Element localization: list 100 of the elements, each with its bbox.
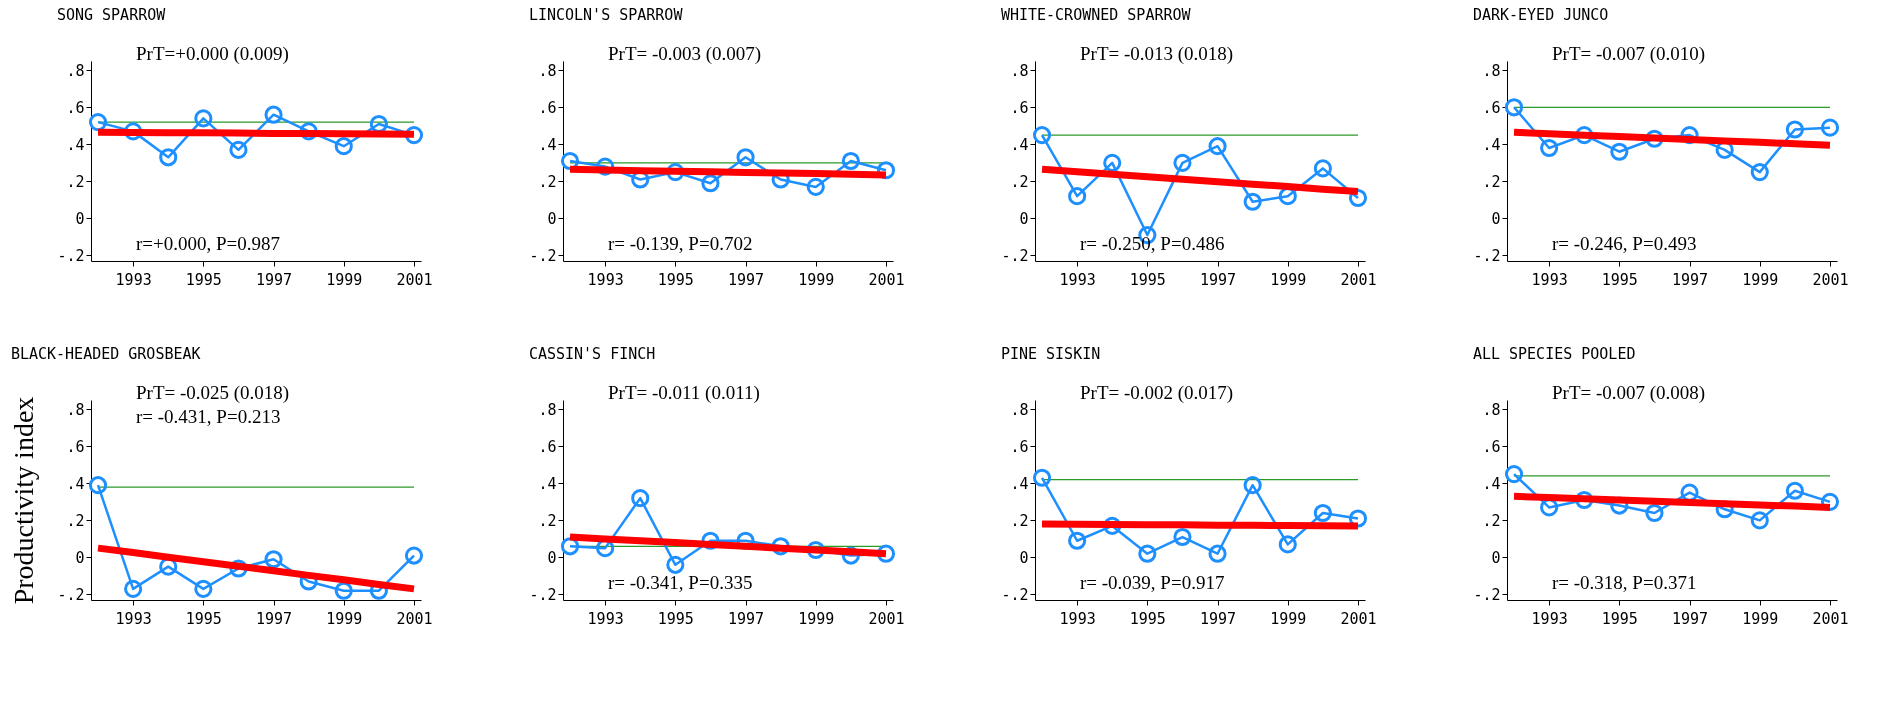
annotation: r= -0.250, P=0.486 [1080,233,1225,254]
y-tick-label: 0 [75,548,85,567]
x-tick-label: 1993 [115,270,152,289]
x-tick-label: 1995 [657,609,694,628]
y-tick-label: .2 [1010,172,1029,191]
y-tick-label: .4 [1482,135,1501,154]
x-tick-label: 1993 [1531,609,1568,628]
y-tick-label: -.2 [1001,585,1029,604]
y-tick-label: .8 [1482,61,1501,80]
x-tick-label: 1993 [1531,270,1568,289]
annotation: r=+0.000, P=0.987 [136,233,281,254]
y-tick-label: -.2 [529,246,557,265]
y-tick-label: .8 [66,61,85,80]
annotation: PrT= -0.011 (0.011) [608,382,760,404]
y-tick-label: .2 [1482,172,1501,191]
y-tick-label: 0 [1491,209,1501,228]
y-tick-label: .6 [538,98,557,117]
x-tick-label: 1993 [587,609,624,628]
y-tick-label: -.2 [1001,246,1029,265]
x-tick-label: 2001 [396,270,433,289]
annotation: PrT= -0.007 (0.008) [1552,382,1706,404]
x-tick-label: 1997 [727,270,765,289]
x-tick-label: 1999 [798,270,835,289]
y-tick-label: .6 [1010,98,1029,117]
annotation: PrT= -0.002 (0.017) [1080,382,1234,404]
y-tick-label: 0 [75,209,85,228]
y-axis-title: Productivity index [8,396,40,605]
y-tick-label: .6 [66,437,85,456]
annotation: PrT= -0.003 (0.007) [608,43,762,65]
x-tick-label: 1997 [255,270,293,289]
y-tick-label: .2 [538,172,557,191]
x-tick-label: 1999 [326,609,363,628]
x-tick-label: 1999 [1742,609,1779,628]
chart-title: SONG SPARROW [56,6,167,24]
y-tick-label: 0 [547,209,557,228]
x-tick-label: 1995 [185,609,222,628]
chart-title: WHITE-CROWNED SPARROW [1000,6,1192,24]
x-tick-label: 1997 [1199,270,1237,289]
x-tick-label: 1997 [1671,270,1709,289]
annotation: r= -0.318, P=0.371 [1552,572,1697,593]
y-tick-label: .4 [66,474,85,493]
x-tick-label: 1997 [727,609,765,628]
y-tick-label: .6 [1482,98,1501,117]
x-tick-label: 1999 [798,609,835,628]
y-tick-label: .6 [538,437,557,456]
x-tick-label: 1993 [1059,609,1096,628]
y-tick-label: .8 [538,61,557,80]
x-tick-label: 1999 [1270,270,1307,289]
chart-title: CASSIN'S FINCH [528,345,656,363]
y-tick-label: .2 [66,511,85,530]
annotation: r= -0.246, P=0.493 [1552,233,1697,254]
y-tick-label: .8 [1010,61,1029,80]
y-tick-label: .4 [1482,474,1501,493]
x-tick-label: 1995 [1129,609,1166,628]
y-tick-label: -.2 [57,246,85,265]
y-tick-label: 0 [1491,548,1501,567]
x-tick-label: 1995 [657,270,694,289]
y-tick-label: 0 [1019,209,1029,228]
annotation: PrT=+0.000 (0.009) [136,43,289,65]
y-tick-label: .2 [66,172,85,191]
annotation: PrT= -0.013 (0.018) [1080,43,1234,65]
y-tick-label: .8 [66,400,85,419]
y-tick-label: .6 [1010,437,1029,456]
y-tick-label: .2 [538,511,557,530]
y-tick-label: -.2 [1473,246,1501,265]
x-tick-label: 1999 [1742,270,1779,289]
x-tick-label: 1999 [326,270,363,289]
x-tick-label: 1997 [1671,609,1709,628]
x-tick-label: 2001 [1340,609,1377,628]
x-tick-label: 1995 [1129,270,1166,289]
x-tick-label: 1993 [1059,270,1096,289]
chart-title: DARK-EYED JUNCO [1472,6,1609,24]
annotation: PrT= -0.025 (0.018) r= -0.431, P=0.213 [136,382,290,427]
y-tick-label: .2 [1482,511,1501,530]
y-tick-label: .6 [66,98,85,117]
x-tick-label: 2001 [868,609,905,628]
x-tick-label: 1993 [115,609,152,628]
y-tick-label: -.2 [57,585,85,604]
x-tick-label: 1995 [1601,270,1638,289]
y-tick-label: 0 [547,548,557,567]
x-tick-label: 1995 [1601,609,1638,628]
x-tick-label: 1993 [587,270,624,289]
x-tick-label: 2001 [1812,270,1849,289]
x-tick-label: 1997 [1199,609,1237,628]
y-tick-label: .8 [1010,400,1029,419]
y-tick-label: .6 [1482,437,1501,456]
y-tick-label: .2 [1010,511,1029,530]
annotation: PrT= -0.007 (0.010) [1552,43,1706,65]
y-tick-label: -.2 [529,585,557,604]
annotation: r= -0.341, P=0.335 [608,572,753,593]
x-tick-label: 2001 [1340,270,1377,289]
y-tick-label: 0 [1019,548,1029,567]
y-tick-label: .4 [66,135,85,154]
chart-title: LINCOLN'S SPARROW [528,6,684,24]
x-tick-label: 2001 [1812,609,1849,628]
y-tick-label: .4 [1010,135,1029,154]
x-tick-label: 2001 [396,609,433,628]
y-tick-label: .4 [538,135,557,154]
y-tick-label: .4 [1010,474,1029,493]
chart-title: ALL SPECIES POOLED [1472,345,1636,363]
